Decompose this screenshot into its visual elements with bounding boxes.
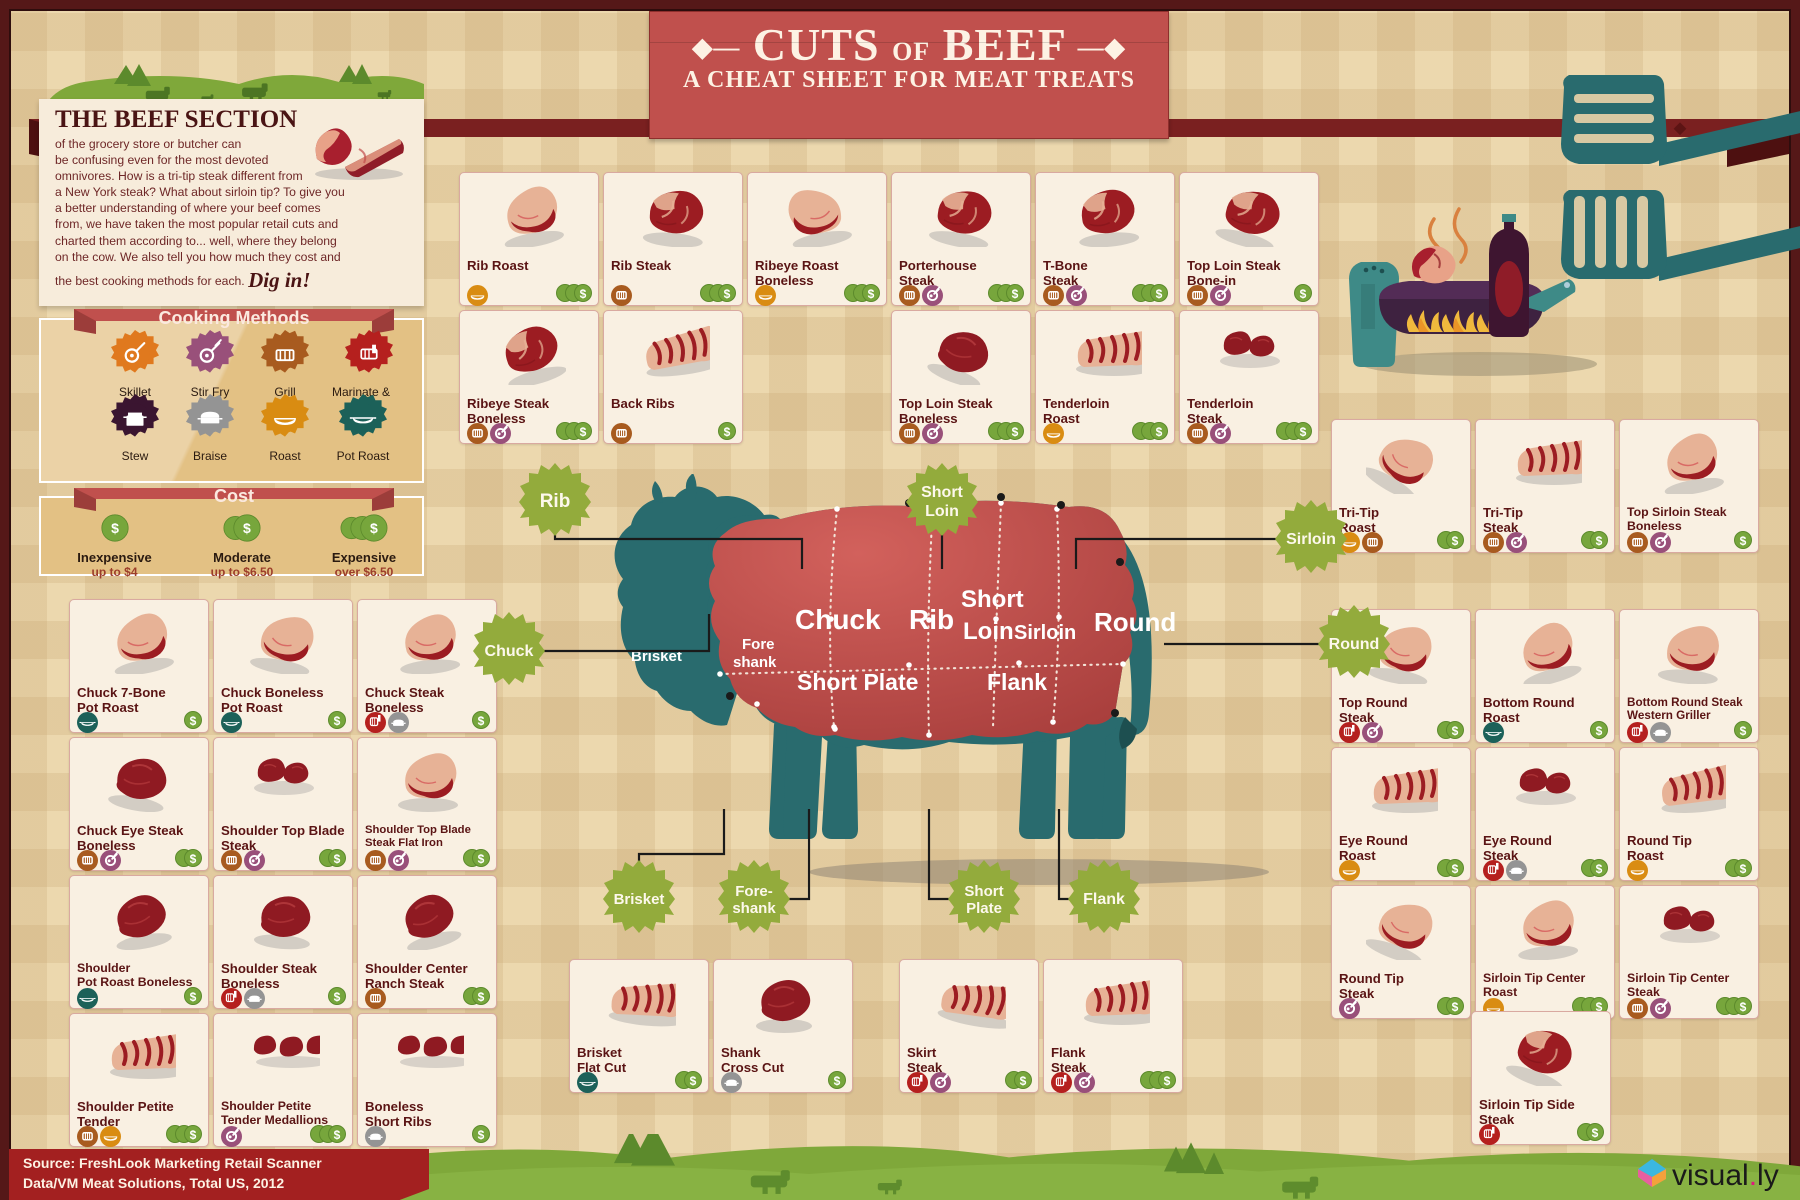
svg-text:Chuck: Chuck [485,643,534,660]
svg-text:Rib: Rib [909,604,954,635]
svg-text:Sirloin: Sirloin [1286,531,1336,548]
svg-text:Round: Round [1094,607,1176,637]
svg-text:Plate: Plate [966,900,1002,917]
svg-text:Rib: Rib [540,491,571,512]
svg-text:Short: Short [964,883,1003,900]
svg-text:shank: shank [733,654,777,671]
svg-text:Flank: Flank [1083,891,1125,908]
svg-text:Brisket: Brisket [631,648,682,665]
svg-text:Fore-: Fore- [735,883,773,900]
svg-text:Loin: Loin [925,503,959,520]
svg-text:Short: Short [921,484,963,501]
svg-text:Sirloin: Sirloin [1014,622,1076,644]
svg-text:Short: Short [961,586,1024,613]
svg-text:Fore: Fore [742,636,775,653]
svg-text:shank: shank [732,900,776,917]
svg-text:$: $ [370,520,378,536]
svg-text:Flank: Flank [987,669,1047,695]
svg-text:Brisket: Brisket [614,891,665,908]
svg-text:$: $ [111,520,119,536]
svg-text:$: $ [243,520,251,536]
svg-text:Short Plate: Short Plate [797,669,918,695]
svg-text:Round: Round [1329,636,1380,653]
svg-text:Chuck: Chuck [795,604,881,635]
svg-text:Loin: Loin [963,618,1014,645]
